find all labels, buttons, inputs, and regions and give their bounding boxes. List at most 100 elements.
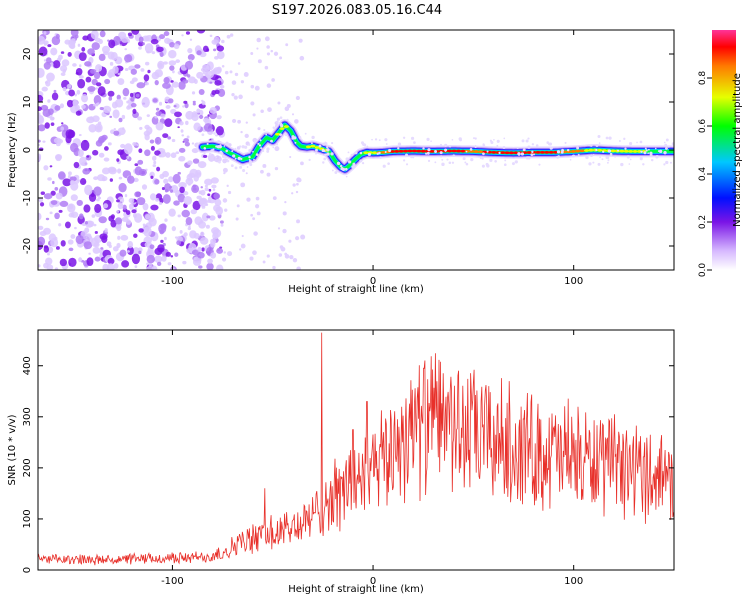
ridge-hotspot	[588, 148, 594, 152]
noise-blob	[55, 246, 60, 250]
ridge-halo	[527, 137, 530, 140]
ridge-hotspot	[279, 127, 285, 131]
noise-blob	[146, 254, 155, 264]
ridge-halo	[219, 144, 222, 147]
noise-speck	[223, 251, 226, 254]
noise-blob	[94, 231, 98, 234]
ridge-halo	[601, 158, 604, 161]
noise-blob	[115, 217, 123, 225]
noise-blob	[102, 263, 109, 270]
noise-blob	[113, 127, 117, 131]
noise-speck	[262, 163, 267, 168]
ridge-halo	[531, 143, 535, 146]
ridge-halo	[345, 157, 349, 161]
noise-blob	[210, 241, 216, 248]
noise-blob	[52, 60, 61, 69]
noise-blob	[61, 59, 70, 67]
noise-blob	[77, 43, 81, 47]
ridge-halo	[548, 142, 553, 146]
noise-blob	[117, 72, 121, 76]
noise-speck	[292, 183, 296, 187]
ridge-halo	[464, 161, 467, 164]
noise-speck	[234, 72, 239, 77]
noise-blob	[55, 192, 63, 200]
ridge-halo	[518, 153, 521, 156]
ridge-halo	[427, 159, 431, 163]
noise-blob	[198, 220, 207, 229]
noise-blob	[72, 99, 79, 107]
ridge-halo	[481, 164, 485, 168]
ridge-halo	[354, 151, 358, 155]
noise-blob	[108, 39, 116, 49]
noise-blob	[66, 84, 72, 89]
noise-blob	[196, 195, 202, 200]
ridge-halo	[496, 144, 499, 147]
noise-blob	[68, 212, 75, 218]
ridge-halo	[643, 151, 647, 155]
noise-blob	[38, 264, 41, 268]
noise-speck	[233, 95, 238, 100]
ridge-halo	[623, 137, 626, 140]
noise-blob	[102, 203, 109, 209]
noise-blob	[175, 151, 180, 155]
ridge-halo	[566, 148, 570, 152]
bottom-y-axis-label: SNR (10 * v/v)	[7, 414, 18, 485]
noise-blob	[120, 204, 123, 207]
noise-blob	[199, 197, 208, 207]
noise-blob	[130, 68, 137, 75]
ridge-halo	[266, 147, 270, 151]
ridge-halo	[448, 161, 452, 165]
noise-blob	[130, 102, 137, 108]
noise-blob	[158, 101, 163, 106]
ridge-halo	[577, 153, 580, 156]
noise-blob	[177, 214, 181, 218]
noise-blob	[138, 250, 142, 255]
noise-blob	[124, 54, 133, 63]
ridge-halo	[323, 150, 326, 153]
noise-blob	[126, 250, 130, 253]
noise-blob	[70, 194, 78, 201]
noise-blob	[120, 143, 126, 149]
noise-blob	[84, 184, 93, 196]
noise-blob	[107, 257, 115, 265]
noise-speck	[274, 166, 279, 171]
noise-blob	[116, 94, 121, 100]
spectrogram-ridge	[196, 116, 674, 178]
noise-blob	[211, 39, 219, 45]
noise-blob	[90, 69, 97, 74]
noise-blob	[78, 133, 82, 137]
ridge-halo	[359, 159, 363, 163]
noise-blob	[91, 214, 96, 218]
noise-speck	[266, 45, 270, 49]
ridge-halo	[378, 151, 381, 155]
ridge-halo	[597, 162, 601, 166]
noise-speck	[252, 217, 256, 221]
ridge-halo	[588, 144, 591, 147]
ridge-halo	[626, 155, 630, 159]
noise-blob	[132, 212, 138, 218]
noise-blob	[100, 247, 104, 250]
noise-blob	[97, 174, 105, 182]
noise-blob	[165, 251, 171, 257]
noise-blob	[108, 215, 115, 222]
noise-speck	[222, 158, 228, 164]
noise-blob	[168, 208, 176, 217]
noise-blob	[38, 124, 46, 132]
ridge-halo	[469, 148, 473, 151]
noise-blob	[67, 239, 74, 245]
noise-blob	[163, 61, 168, 65]
ridge-halo	[340, 167, 344, 171]
noise-blob	[107, 90, 115, 97]
top-x-tick-label: -100	[161, 276, 184, 287]
noise-blob	[78, 257, 83, 263]
ridge-halo	[225, 141, 229, 145]
noise-blob	[185, 120, 189, 126]
noise-blob	[183, 195, 193, 205]
noise-blob	[68, 89, 75, 97]
ridge-halo	[486, 150, 489, 153]
noise-blob	[144, 149, 151, 157]
ridge-halo	[549, 146, 553, 150]
noise-blob	[122, 87, 130, 97]
noise-blob	[219, 220, 224, 224]
